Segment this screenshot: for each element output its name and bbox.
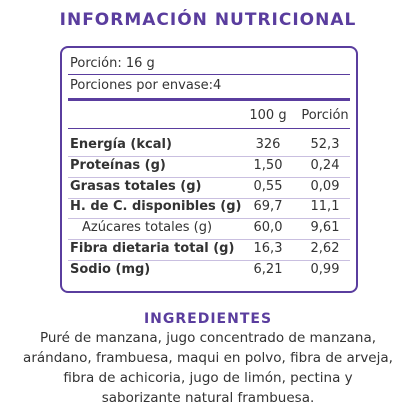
row-label: Grasas totales (g) — [70, 178, 202, 194]
divider — [68, 74, 350, 75]
row-label: Azúcares totales (g) — [82, 220, 213, 236]
divider — [68, 218, 350, 220]
divider — [68, 98, 350, 101]
value-100g: 1,50 — [253, 157, 283, 173]
row-label: Sodio (mg) — [70, 261, 151, 277]
row-label: Proteínas (g) — [70, 157, 166, 173]
column-header: 100 g — [249, 108, 287, 123]
value-portion: 2,62 — [310, 241, 340, 256]
value-portion: 0,09 — [310, 178, 340, 194]
row-label: H. de C. disponibles (g) — [70, 199, 242, 215]
divider — [68, 128, 350, 129]
value-100g: 16,3 — [253, 241, 283, 256]
value-100g: 60,0 — [253, 220, 283, 236]
divider — [68, 176, 350, 178]
divider — [68, 197, 350, 199]
row-label: Energía (kcal) — [70, 137, 172, 152]
title: INFORMACIÓN NUTRICIONAL — [59, 10, 357, 30]
value-portion: 9,61 — [310, 220, 340, 236]
nutrition-table: Porción: 16 g Porciones por envase:4 100… — [60, 46, 358, 293]
ingredients-line: Puré de manzana, jugo concentrado de man… — [39, 330, 377, 346]
value-100g: 0,55 — [253, 178, 283, 194]
column-header: Porción — [301, 108, 349, 123]
value-portion: 0,24 — [310, 157, 340, 173]
servings: Porciones por envase:4 — [70, 78, 222, 93]
divider — [68, 156, 350, 157]
value-portion: 52,3 — [310, 137, 340, 152]
ingredients-title: INGREDIENTES — [143, 311, 273, 327]
portion: Porción: 16 g — [70, 56, 155, 71]
value-portion: 0,99 — [310, 261, 340, 277]
ingredients-line: fibra de achicoria, jugo de limón, pecti… — [63, 370, 353, 386]
divider — [68, 260, 350, 261]
value-100g: 69,7 — [253, 199, 283, 215]
row-label: Fibra dietaria total (g) — [70, 241, 235, 256]
value-100g: 326 — [255, 137, 281, 152]
divider — [68, 239, 350, 241]
ingredients-line: arándano, frambuesa, maqui en polvo, fib… — [23, 350, 393, 366]
ingredients-line: saborizante natural frambuesa. — [101, 390, 315, 406]
value-100g: 6,21 — [253, 261, 283, 277]
value-portion: 11,1 — [310, 199, 340, 215]
